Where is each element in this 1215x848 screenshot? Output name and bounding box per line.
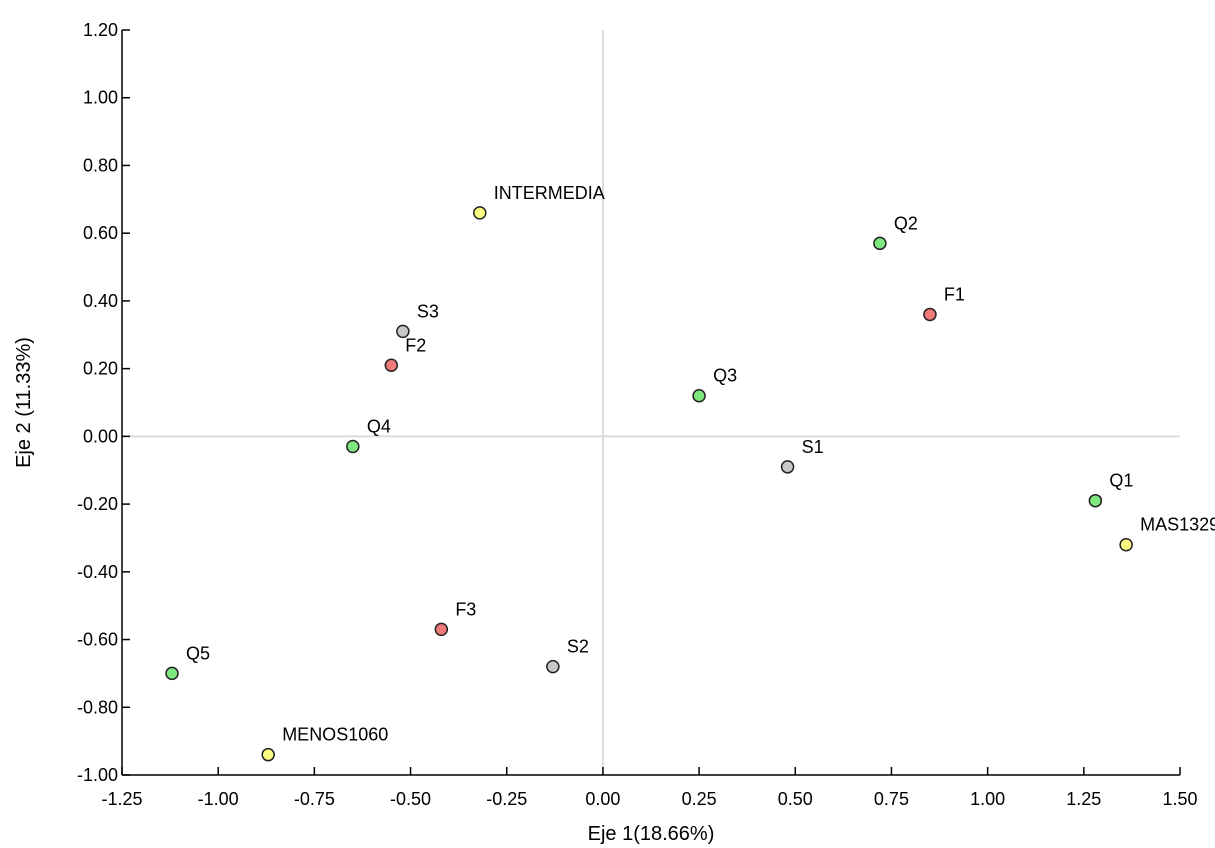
- data-point: [923, 307, 937, 322]
- y-tick-label: 1.00: [83, 88, 118, 108]
- y-tick-label: -0.40: [77, 562, 118, 582]
- y-tick-label: 0.80: [83, 155, 118, 175]
- point-label: INTERMEDIA: [494, 183, 605, 203]
- reference-lines: [122, 30, 1180, 775]
- point-label: F3: [455, 599, 476, 619]
- x-tick-label: 1.50: [1162, 789, 1197, 809]
- x-tick-label: -0.25: [486, 789, 527, 809]
- x-tick-label: 0.25: [682, 789, 717, 809]
- data-point: [692, 388, 706, 403]
- x-tick-label: 0.50: [778, 789, 813, 809]
- data-point: [165, 666, 179, 681]
- x-tick-label: 1.00: [970, 789, 1005, 809]
- y-tick-label: -0.60: [77, 630, 118, 650]
- x-axis-title: Eje 1(18.66%): [588, 823, 715, 845]
- point-label: Q2: [894, 213, 918, 233]
- data-point: [434, 622, 449, 637]
- x-tick-label: -0.50: [390, 789, 431, 809]
- point-label: F1: [944, 284, 965, 304]
- x-tick-label: -1.25: [101, 789, 142, 809]
- data-point: [1119, 537, 1133, 552]
- point-label: Q4: [367, 417, 391, 437]
- point-label: MENOS1060: [282, 725, 388, 745]
- x-tick-label: 0.00: [585, 789, 620, 809]
- point-label: F2: [405, 335, 426, 355]
- data-point: [873, 236, 887, 251]
- data-point: [261, 747, 275, 762]
- data-point: [473, 206, 487, 220]
- data-point: [1088, 493, 1103, 508]
- y-tick-label: -0.20: [77, 494, 118, 514]
- y-axis-title: Eje 2 (11.33%): [13, 337, 35, 468]
- data-point: [346, 439, 360, 454]
- axes: -1.25 -1.00 -0.75 -0.50 -0.25 0.00 0.25 0.50 0.7…: [77, 20, 1198, 809]
- data-point: [396, 324, 410, 339]
- y-tick-label: -0.80: [77, 697, 118, 717]
- point-label: Q1: [1109, 471, 1133, 491]
- x-tick-label: -1.00: [198, 789, 239, 809]
- data-point: [546, 659, 560, 674]
- data-point: [780, 460, 795, 474]
- point-label: S2: [567, 637, 589, 657]
- y-tick-label: 1.20: [83, 20, 118, 40]
- data-points: INTERMEDIA Q2 F1 S3 F2 Q3 Q4 S1 Q1 MAS1329 F3 S2 Q5 M…: [165, 183, 1215, 762]
- y-tick-label: 0.20: [83, 359, 118, 379]
- x-tick-label: 1.25: [1066, 789, 1101, 809]
- y-tick-label: 0.60: [83, 223, 118, 243]
- point-label: Q3: [713, 366, 737, 386]
- y-tick-label: 0.00: [83, 426, 118, 446]
- data-point: [384, 358, 399, 372]
- point-label: MAS1329: [1140, 515, 1215, 535]
- y-tick-label: -1.00: [77, 765, 118, 785]
- x-tick-label: 0.75: [874, 789, 909, 809]
- point-label: Q5: [186, 643, 210, 663]
- x-tick-label: -0.75: [294, 789, 335, 809]
- point-label: S3: [417, 301, 439, 321]
- point-label: S1: [802, 437, 824, 457]
- y-tick-label: 0.40: [83, 291, 118, 311]
